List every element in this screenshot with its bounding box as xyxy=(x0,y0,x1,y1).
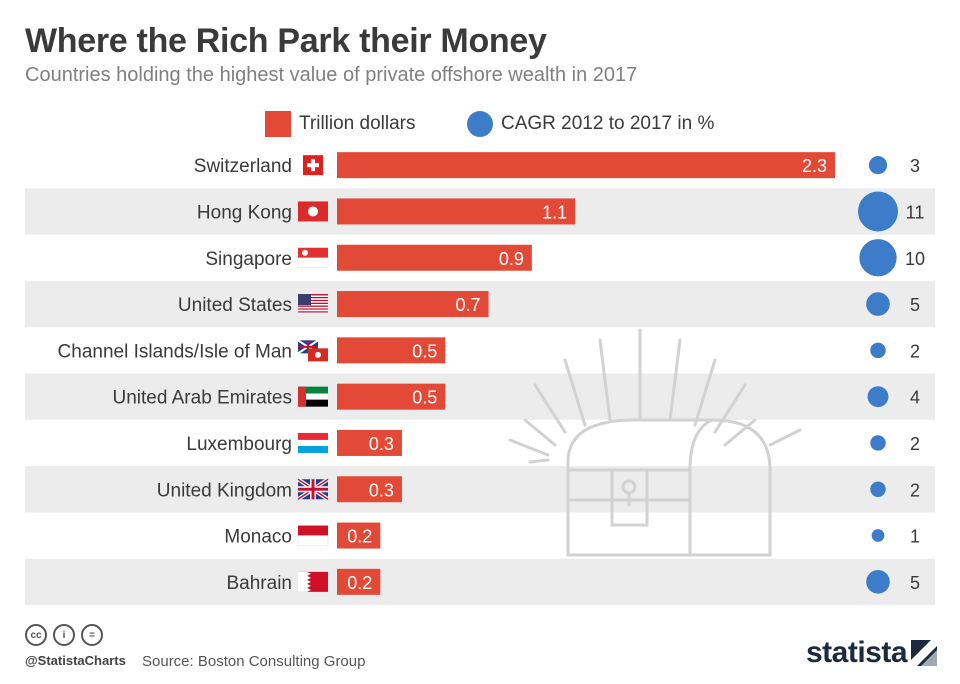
cagr-value-label: 5 xyxy=(910,573,920,593)
flag-icon xyxy=(297,247,329,268)
creative-commons-icon[interactable]: cc xyxy=(25,624,47,646)
cagr-value-label: 1 xyxy=(910,527,920,547)
statista-logo[interactable]: statista xyxy=(806,636,938,670)
category-label: Hong Kong xyxy=(197,202,292,223)
cagr-value-label: 5 xyxy=(910,295,920,315)
flag-icon xyxy=(297,525,329,546)
cagr-value-label: 11 xyxy=(906,202,925,222)
legend-item-bars: Trillion dollars xyxy=(265,111,416,137)
bar xyxy=(337,244,532,271)
bar-value-label: 2.3 xyxy=(802,156,827,176)
bar xyxy=(337,476,402,503)
category-label: Channel Islands/Isle of Man xyxy=(58,341,292,362)
chart-subtitle: Countries holding the highest value of p… xyxy=(25,64,638,86)
cagr-value-label: 10 xyxy=(905,249,925,269)
cagr-value-label: 4 xyxy=(910,388,920,408)
no-derivatives-icon[interactable]: = xyxy=(81,624,103,646)
bar-value-label: 0.2 xyxy=(347,573,372,593)
bar xyxy=(337,291,489,318)
cagr-dot xyxy=(867,386,889,408)
cagr-value-label: 2 xyxy=(910,434,920,454)
legend-swatch-dot xyxy=(467,111,493,137)
category-label: United Arab Emirates xyxy=(112,388,292,409)
cagr-dot xyxy=(858,191,898,232)
bar xyxy=(337,337,446,364)
flag-icon xyxy=(303,155,323,176)
cagr-value-label: 2 xyxy=(910,341,920,361)
footer-handle: @StatistaCharts xyxy=(25,653,126,668)
bar-value-label: 0.3 xyxy=(369,434,394,454)
bar xyxy=(337,198,576,225)
legend-label-dots: CAGR 2012 to 2017 in % xyxy=(501,113,715,134)
category-label: Switzerland xyxy=(194,156,292,177)
cagr-dot xyxy=(871,529,885,542)
bar-value-label: 0.5 xyxy=(412,341,437,361)
bar xyxy=(337,522,381,549)
row-band xyxy=(25,373,935,420)
bar-value-label: 0.7 xyxy=(456,295,481,315)
chart-title: Where the Rich Park their Money xyxy=(25,22,547,60)
bar-value-label: 0.5 xyxy=(412,388,437,408)
footer-source: Source: Boston Consulting Group xyxy=(142,653,366,670)
flag-icon xyxy=(298,432,328,453)
category-label: Luxembourg xyxy=(186,434,292,455)
bar xyxy=(337,429,402,456)
attribution-icon[interactable]: i xyxy=(53,624,75,646)
cagr-dot xyxy=(866,570,890,594)
cagr-value-label: 3 xyxy=(910,156,920,176)
flag-icon xyxy=(297,386,329,407)
treasure-chest-icon xyxy=(508,328,802,557)
cagr-dot xyxy=(866,292,890,316)
row-band xyxy=(25,466,935,513)
flag-icon xyxy=(296,477,330,501)
bar xyxy=(337,383,446,410)
license-icons: cc i = xyxy=(25,624,103,646)
bar xyxy=(337,152,835,179)
brand-wordmark: statista xyxy=(806,636,908,669)
cagr-dot xyxy=(870,435,886,451)
bar-value-label: 1.1 xyxy=(542,202,567,222)
row-band xyxy=(25,558,935,605)
brand-mark-icon xyxy=(911,640,938,666)
cagr-dot xyxy=(870,481,886,497)
cagr-dot xyxy=(859,239,897,277)
flag-icon xyxy=(297,339,328,362)
category-label: Singapore xyxy=(205,249,292,270)
legend-item-dots: CAGR 2012 to 2017 in % xyxy=(467,111,714,137)
category-label: Bahrain xyxy=(227,573,293,594)
bar-value-label: 0.9 xyxy=(499,249,524,269)
legend-swatch-bar xyxy=(265,111,291,137)
category-label: Monaco xyxy=(224,527,292,548)
flag-icon xyxy=(298,294,328,315)
bar-value-label: 0.2 xyxy=(347,527,372,547)
legend-label-bars: Trillion dollars xyxy=(299,113,416,134)
cagr-value-label: 2 xyxy=(910,480,920,500)
category-label: United Kingdom xyxy=(157,480,292,501)
bar xyxy=(337,568,381,595)
category-label: United States xyxy=(178,295,292,316)
flag-icon xyxy=(298,201,328,222)
cagr-dot xyxy=(870,342,886,359)
flag-icon xyxy=(298,571,328,592)
bar-value-label: 0.3 xyxy=(369,480,394,500)
cagr-dot xyxy=(868,156,888,175)
